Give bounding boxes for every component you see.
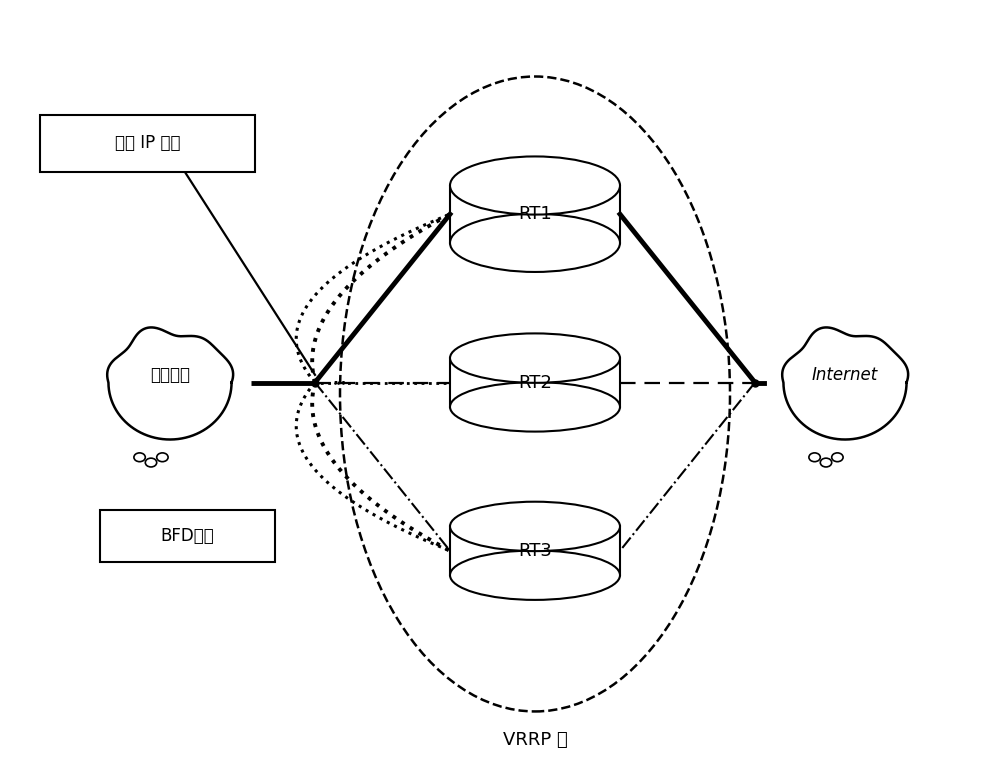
Ellipse shape xyxy=(450,214,620,272)
Ellipse shape xyxy=(820,458,832,467)
Text: 虚拟 IP 地址: 虚拟 IP 地址 xyxy=(115,135,180,152)
Ellipse shape xyxy=(145,458,157,467)
Bar xyxy=(40,115,255,172)
Ellipse shape xyxy=(134,453,145,462)
Bar xyxy=(100,510,275,562)
Text: 内部网络: 内部网络 xyxy=(150,366,190,384)
Text: RT3: RT3 xyxy=(518,542,552,560)
Text: VRRP 组: VRRP 组 xyxy=(503,731,567,749)
Ellipse shape xyxy=(809,453,820,462)
Bar xyxy=(450,358,620,407)
Text: Internet: Internet xyxy=(812,366,878,384)
Ellipse shape xyxy=(157,453,168,462)
Ellipse shape xyxy=(450,502,620,551)
Polygon shape xyxy=(107,327,233,440)
Ellipse shape xyxy=(832,453,843,462)
Ellipse shape xyxy=(450,157,620,215)
Bar xyxy=(450,526,620,575)
Text: BFD会话: BFD会话 xyxy=(161,527,214,545)
Text: RT1: RT1 xyxy=(518,205,552,223)
Ellipse shape xyxy=(450,551,620,600)
Bar xyxy=(450,186,620,243)
Text: RT2: RT2 xyxy=(518,373,552,392)
Polygon shape xyxy=(782,327,908,440)
Ellipse shape xyxy=(450,334,620,382)
Ellipse shape xyxy=(450,382,620,431)
